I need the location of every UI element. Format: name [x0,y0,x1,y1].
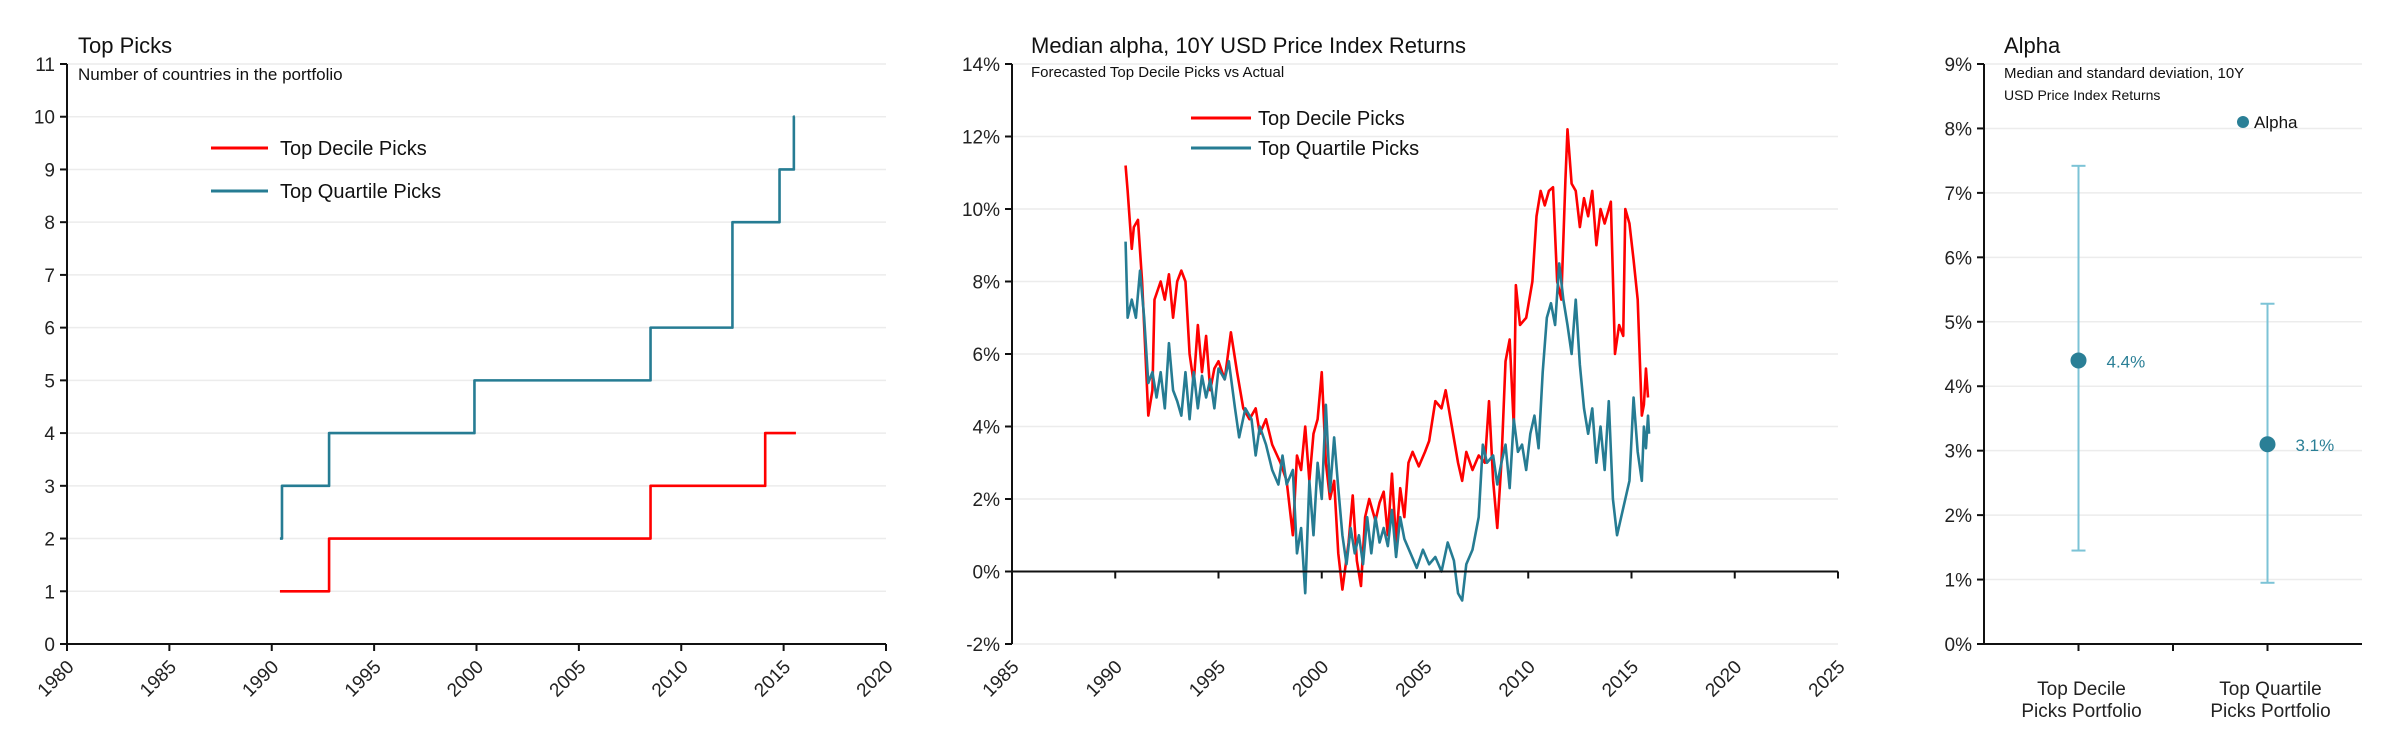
legend-label-quartile: Top Quartile Picks [280,181,441,203]
median-point [2070,352,2087,369]
chart-subtitle: Forecasted Top Decile Picks vs Actual [1031,64,1284,81]
y-tick-label: 5 [44,371,55,392]
x-tick-label: 2010 [648,657,693,702]
legend: Alpha [2237,113,2298,132]
series-line-quartile [279,115,796,540]
y-tick-label: 10% [962,200,1000,221]
legend: Top Decile Picks Top Quartile Picks [1191,108,1419,160]
x-tick-label: 2025 [1805,657,1850,702]
y-tick-label: 6% [973,345,1001,366]
y-tick-label: 3% [1945,442,1973,463]
y-tick-label: 6% [1945,248,1973,269]
legend-label-alpha: Alpha [2254,113,2298,132]
median-point [2259,436,2276,453]
top-picks-chart: 0 1 2 3 4 5 6 7 8 9 10 11 1980 1985 1990 1995 2000 2005 20… [34,33,898,701]
y-tick-label: 8 [44,213,55,234]
y-tick-label: -2% [966,635,1000,656]
data-label: 3.1% [2296,436,2335,455]
data-label: 4.4% [2107,352,2146,371]
y-tick-label: 12% [962,128,1000,149]
category-label: Picks Portfolio [2021,701,2141,722]
series-line-quartile [1124,241,1651,602]
y-tick-label: 3 [44,477,55,498]
chart-title: Median alpha, 10Y USD Price Index Return… [1031,33,1466,58]
x-tick-label: 2015 [750,657,795,702]
y-tick-label: 8% [1945,119,1973,140]
legend-label-decile: Top Decile Picks [1258,108,1405,130]
y-tick-label: 5% [1945,313,1973,334]
y-tick-label: 4 [44,424,55,445]
y-tick-label: 2 [44,530,55,551]
series-line-decile [1124,127,1650,591]
y-tick-label: 6 [44,319,55,340]
y-tick-label: 2% [1945,506,1973,527]
legend-marker-alpha [2237,116,2249,128]
median-alpha-chart: -2% 0% 2% 4% 6% 8% 10% 12% 14% 1985 1990 1995 2000 20… [962,33,1850,701]
x-tick-label: 1990 [239,657,284,702]
y-tick-label: 9 [44,160,55,181]
y-tick-label: 9% [1945,55,1973,76]
chart-title: Top Picks [78,33,172,58]
y-tick-label: 4% [973,418,1001,439]
legend-label-quartile: Top Quartile Picks [1258,138,1419,160]
x-tick-label: 2000 [443,657,488,702]
chart-subtitle: Number of countries in the portfolio [78,65,343,84]
legend: Top Decile Picks Top Quartile Picks [211,138,441,203]
series-line-decile [279,431,796,593]
y-tick-label: 7% [1945,184,1973,205]
x-tick-label: 2020 [853,657,898,702]
x-tick-label: 2010 [1495,657,1540,702]
y-tick-label: 7 [44,266,55,287]
legend-label-decile: Top Decile Picks [280,138,427,160]
y-tick-label: 14% [962,55,1000,76]
x-tick-label: 1980 [34,657,79,702]
y-tick-label: 11 [35,55,55,76]
x-tick-label: 2020 [1702,657,1747,702]
x-tick-label: 1985 [136,657,181,702]
y-tick-label: 0 [44,635,55,656]
x-tick-label: 2005 [546,657,591,702]
y-tick-label: 4% [1945,377,1973,398]
chart-subtitle-line-1: Median and standard deviation, 10Y [2004,65,2244,82]
x-tick-label: 1990 [1082,657,1127,702]
x-tick-label: 1995 [1185,657,1230,702]
x-tick-label: 2005 [1392,657,1437,702]
y-tick-label: 2% [973,490,1001,511]
chart-subtitle-line-2: USD Price Index Returns [2004,87,2160,103]
alpha-chart: 4.4%3.1%0%1%2%3%4%5%6%7%8%9%Top DecilePi… [1945,33,2362,722]
chart-title: Alpha [2004,33,2061,58]
x-tick-label: 2000 [1289,657,1334,702]
category-label: Top Decile [2037,679,2126,700]
y-tick-label: 0% [1945,635,1973,656]
category-label: Picks Portfolio [2210,701,2330,722]
y-tick-label: 8% [973,273,1001,294]
category-label: Top Quartile [2219,679,2321,700]
y-tick-label: 10 [34,108,55,129]
y-tick-label: 1 [44,582,55,603]
y-tick-label: 1% [1945,571,1973,592]
x-tick-label: 1995 [341,657,386,702]
x-tick-label: 2015 [1598,657,1643,702]
y-tick-label: 0% [973,563,1001,584]
x-tick-label: 1985 [979,657,1024,702]
